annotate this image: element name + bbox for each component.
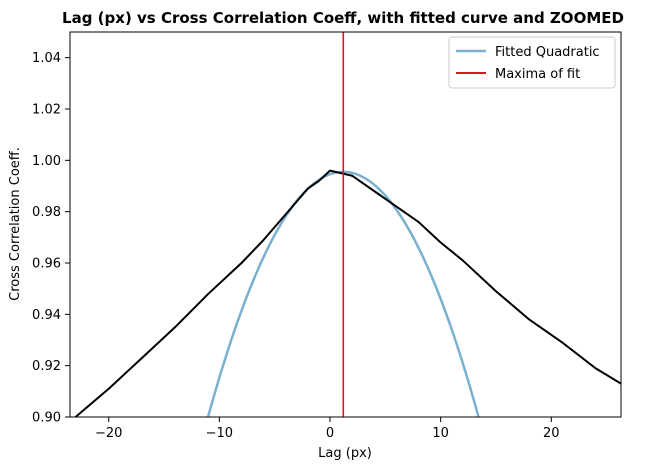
x-tick-label: 0 xyxy=(326,426,334,441)
legend: Fitted Quadratic Maxima of fit xyxy=(448,36,616,89)
x-tick-label: −10 xyxy=(206,426,233,441)
plot-marks xyxy=(74,32,621,417)
x-tick-label: 20 xyxy=(543,426,560,441)
chart-title: Lag (px) vs Cross Correlation Coeff, wit… xyxy=(62,9,624,27)
y-tick-label: 0.96 xyxy=(32,257,61,272)
y-tick-label: 1.02 xyxy=(32,103,61,118)
x-tick-label: −20 xyxy=(95,426,122,441)
y-tick-label: 1.00 xyxy=(32,154,61,169)
y-axis-label: Cross Correlation Coeff. xyxy=(8,147,23,301)
series-line-cross-correlation xyxy=(74,169,621,417)
y-tick-label: 0.94 xyxy=(32,308,61,323)
legend-label-fitted-quadratic: Fitted Quadratic xyxy=(495,45,600,60)
x-tick-label: 10 xyxy=(432,426,449,441)
y-tick-label: 1.04 xyxy=(32,51,61,66)
plot-frame xyxy=(69,31,622,418)
legend-label-maxima-of-fit: Maxima of fit xyxy=(495,67,580,82)
x-axis-label: Lag (px) xyxy=(318,446,372,461)
x-axis: −20 −10 0 10 20 xyxy=(95,417,560,441)
y-tick-label: 0.92 xyxy=(32,359,61,374)
y-tick-label: 0.90 xyxy=(32,411,61,426)
legend-box xyxy=(448,36,616,89)
y-axis: 0.90 0.92 0.94 0.96 0.98 1.00 1.02 1.04 xyxy=(32,51,70,426)
y-tick-label: 0.98 xyxy=(32,205,61,220)
